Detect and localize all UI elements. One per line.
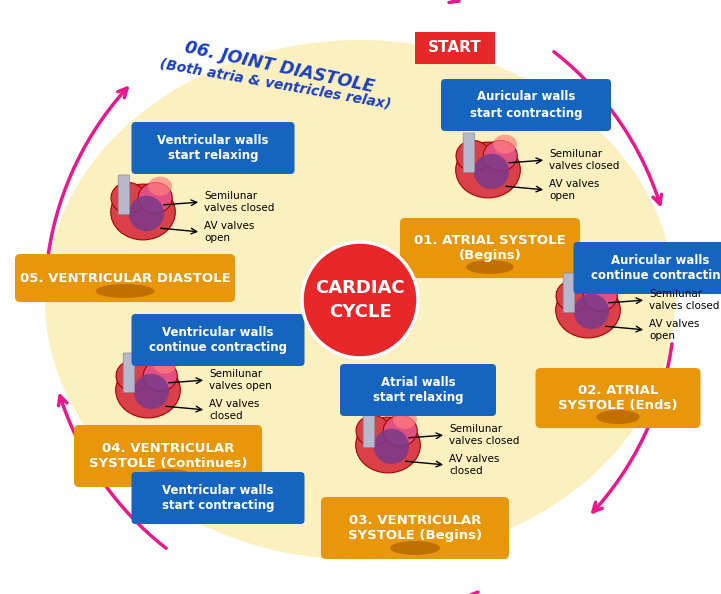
FancyBboxPatch shape [131,472,304,524]
FancyBboxPatch shape [441,79,611,131]
Ellipse shape [373,429,409,464]
Ellipse shape [596,410,640,424]
Ellipse shape [111,184,175,240]
Text: Semilunar
valves open: Semilunar valves open [209,369,272,391]
Text: AV valves
open: AV valves open [549,179,599,201]
Ellipse shape [390,541,440,555]
Ellipse shape [456,140,490,171]
Text: 06. JOINT DIASTOLE: 06. JOINT DIASTOLE [183,38,376,96]
Ellipse shape [153,355,177,374]
Text: 02. ATRIAL
SYSTOLE (Ends): 02. ATRIAL SYSTOLE (Ends) [558,384,678,412]
Text: Auricular walls
continue contracting: Auricular walls continue contracting [591,254,721,283]
Text: Ventricular walls
start contracting: Ventricular walls start contracting [162,484,274,513]
Text: Ventricular walls
continue contracting: Ventricular walls continue contracting [149,326,287,355]
Ellipse shape [556,282,620,338]
Text: CARDIAC
CYCLE: CARDIAC CYCLE [315,279,404,321]
Ellipse shape [133,374,169,409]
Ellipse shape [148,176,172,195]
Text: AV valves
closed: AV valves closed [449,454,500,476]
FancyBboxPatch shape [340,364,496,416]
FancyBboxPatch shape [563,273,575,312]
Text: 05. VENTRICULAR DIASTOLE: 05. VENTRICULAR DIASTOLE [19,271,231,285]
Text: 03. VENTRICULAR
SYSTOLE (Begins): 03. VENTRICULAR SYSTOLE (Begins) [348,513,482,542]
Ellipse shape [393,410,417,429]
Text: Auricular walls
start contracting: Auricular walls start contracting [470,90,583,119]
Text: Semilunar
valves closed: Semilunar valves closed [204,191,275,213]
Text: (Both atria & ventricles relax): (Both atria & ventricles relax) [159,57,392,112]
Ellipse shape [466,260,514,274]
Ellipse shape [456,142,521,198]
Text: 01. ATRIAL SYSTOLE
(Begins): 01. ATRIAL SYSTOLE (Begins) [414,233,566,263]
Text: AV valves
closed: AV valves closed [209,399,260,421]
FancyBboxPatch shape [118,175,130,214]
FancyBboxPatch shape [131,314,304,366]
Text: Semilunar
valves closed: Semilunar valves closed [549,149,619,171]
Text: Ventricular walls
start relaxing: Ventricular walls start relaxing [157,134,269,163]
Ellipse shape [356,415,390,446]
Ellipse shape [384,415,417,446]
Ellipse shape [45,40,675,560]
FancyBboxPatch shape [573,242,721,294]
FancyBboxPatch shape [74,425,262,487]
Text: START: START [428,40,482,55]
Ellipse shape [111,182,145,213]
Text: Atrial walls
start relaxing: Atrial walls start relaxing [373,375,464,405]
Ellipse shape [556,280,590,311]
FancyBboxPatch shape [123,353,135,393]
Ellipse shape [574,293,609,329]
Ellipse shape [593,274,617,293]
Text: 04. VENTRICULAR
SYSTOLE (Continues): 04. VENTRICULAR SYSTOLE (Continues) [89,441,247,470]
FancyBboxPatch shape [321,497,509,559]
Ellipse shape [355,417,420,473]
Ellipse shape [129,195,164,231]
Ellipse shape [96,284,154,298]
Ellipse shape [143,469,193,483]
Text: AV valves
open: AV valves open [649,319,699,341]
FancyBboxPatch shape [131,122,294,174]
FancyBboxPatch shape [363,408,375,447]
Ellipse shape [493,135,517,154]
Ellipse shape [483,140,517,171]
FancyBboxPatch shape [536,368,701,428]
Text: Semilunar
valves closed: Semilunar valves closed [449,424,519,446]
FancyBboxPatch shape [415,32,495,64]
Ellipse shape [115,362,180,418]
FancyBboxPatch shape [400,218,580,278]
Ellipse shape [143,361,177,391]
FancyBboxPatch shape [463,133,474,172]
Text: Semilunar
valves closed: Semilunar valves closed [649,289,720,311]
Circle shape [302,242,418,358]
Ellipse shape [474,154,509,189]
FancyBboxPatch shape [15,254,235,302]
Ellipse shape [583,280,617,311]
Text: AV valves
open: AV valves open [204,221,255,243]
Ellipse shape [138,182,172,213]
Ellipse shape [116,361,150,391]
